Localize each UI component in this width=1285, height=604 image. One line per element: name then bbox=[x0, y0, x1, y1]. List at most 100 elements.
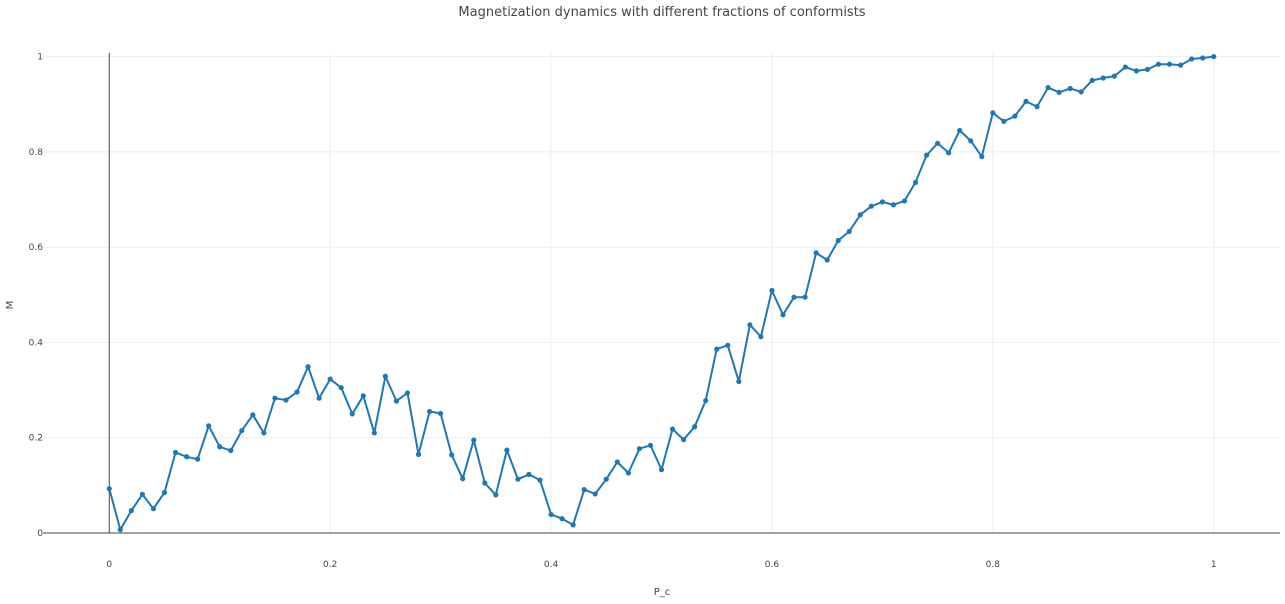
data-point bbox=[857, 212, 863, 218]
data-point bbox=[725, 342, 731, 348]
data-point bbox=[824, 257, 830, 263]
data-point bbox=[846, 228, 852, 235]
data-point bbox=[228, 447, 234, 454]
data-point bbox=[791, 294, 797, 300]
data-point bbox=[835, 237, 841, 244]
data-point bbox=[526, 471, 532, 478]
data-point bbox=[680, 437, 687, 443]
x-tick-label: 1 bbox=[1211, 560, 1217, 570]
data-point bbox=[438, 410, 444, 417]
data-point bbox=[603, 476, 609, 482]
data-point bbox=[968, 138, 974, 144]
data-point bbox=[482, 480, 488, 486]
data-point bbox=[1089, 77, 1095, 84]
data-point bbox=[1144, 66, 1151, 73]
data-point bbox=[559, 516, 565, 522]
x-tick-label: 0 bbox=[106, 560, 112, 570]
data-point bbox=[1056, 89, 1062, 95]
data-point bbox=[1001, 118, 1007, 124]
data-point bbox=[1067, 85, 1073, 92]
data-point bbox=[261, 430, 267, 436]
data-point bbox=[979, 154, 985, 160]
data-point bbox=[901, 198, 908, 204]
data-point bbox=[471, 437, 477, 443]
data-point bbox=[117, 527, 123, 533]
data-point bbox=[515, 476, 521, 482]
data-point bbox=[703, 397, 709, 404]
data-point bbox=[1166, 61, 1173, 67]
data-point bbox=[1200, 55, 1206, 61]
data-point bbox=[195, 456, 201, 462]
data-point bbox=[802, 294, 808, 300]
data-point bbox=[537, 477, 543, 483]
data-point bbox=[338, 385, 344, 391]
data-point bbox=[360, 393, 366, 399]
data-point bbox=[692, 424, 698, 430]
data-point bbox=[780, 312, 786, 318]
y-tick-label: 0.4 bbox=[29, 338, 44, 348]
data-point bbox=[758, 334, 764, 340]
data-point bbox=[581, 487, 587, 493]
data-point bbox=[1034, 104, 1040, 110]
data-point bbox=[548, 511, 554, 518]
data-point bbox=[658, 467, 665, 473]
data-point bbox=[669, 426, 676, 432]
data-point bbox=[879, 199, 885, 205]
data-point bbox=[592, 491, 598, 497]
data-point bbox=[747, 322, 753, 328]
y-tick-label: 0.8 bbox=[29, 148, 44, 158]
data-point bbox=[150, 506, 157, 512]
data-point bbox=[625, 470, 631, 476]
data-point bbox=[183, 454, 190, 460]
data-point bbox=[371, 430, 377, 436]
data-point bbox=[1078, 89, 1084, 95]
data-point bbox=[868, 203, 874, 209]
data-point bbox=[946, 150, 952, 156]
data-point bbox=[990, 110, 996, 116]
data-point bbox=[813, 250, 819, 256]
y-tick-label: 0.2 bbox=[29, 434, 43, 444]
data-point bbox=[1111, 73, 1117, 79]
data-point bbox=[1122, 64, 1128, 70]
data-point bbox=[206, 423, 212, 429]
x-tick-label: 0.4 bbox=[544, 560, 559, 570]
data-point bbox=[294, 389, 300, 395]
data-point bbox=[283, 397, 289, 403]
data-point bbox=[1189, 56, 1195, 62]
data-point bbox=[935, 140, 941, 146]
y-tick-label: 0 bbox=[37, 529, 43, 539]
data-point bbox=[449, 452, 455, 458]
data-point bbox=[769, 287, 775, 294]
data-point bbox=[316, 395, 322, 401]
data-point bbox=[957, 127, 963, 134]
data-point bbox=[172, 449, 179, 456]
data-point bbox=[393, 398, 400, 404]
grid-layer bbox=[43, 53, 1280, 533]
data-point bbox=[570, 522, 576, 528]
data-point bbox=[1177, 62, 1184, 68]
data-point bbox=[426, 408, 433, 415]
data-point bbox=[460, 476, 466, 482]
data-point bbox=[1133, 68, 1140, 74]
data-point bbox=[272, 395, 278, 401]
data-point bbox=[128, 508, 134, 514]
series-line bbox=[108, 55, 1214, 531]
data-point bbox=[1023, 98, 1029, 104]
x-tick-label: 0.6 bbox=[765, 560, 780, 570]
data-point bbox=[382, 373, 388, 379]
data-point bbox=[217, 444, 223, 450]
x-axis-label: P_c bbox=[654, 587, 671, 598]
y-tick-labels: 0 0.2 0.4 0.6 0.8 1 bbox=[29, 53, 44, 539]
series-layer bbox=[106, 53, 1217, 533]
x-tick-label: 0.2 bbox=[323, 560, 337, 570]
data-point bbox=[305, 364, 311, 370]
data-point bbox=[912, 179, 919, 185]
y-tick-label: 0.6 bbox=[29, 243, 44, 253]
data-point bbox=[504, 447, 510, 453]
x-tick-labels: 0 0.2 0.4 0.6 0.8 1 bbox=[106, 560, 1216, 570]
data-point bbox=[349, 411, 355, 417]
data-point bbox=[1012, 113, 1018, 119]
data-point bbox=[923, 152, 930, 158]
data-point bbox=[647, 442, 654, 448]
